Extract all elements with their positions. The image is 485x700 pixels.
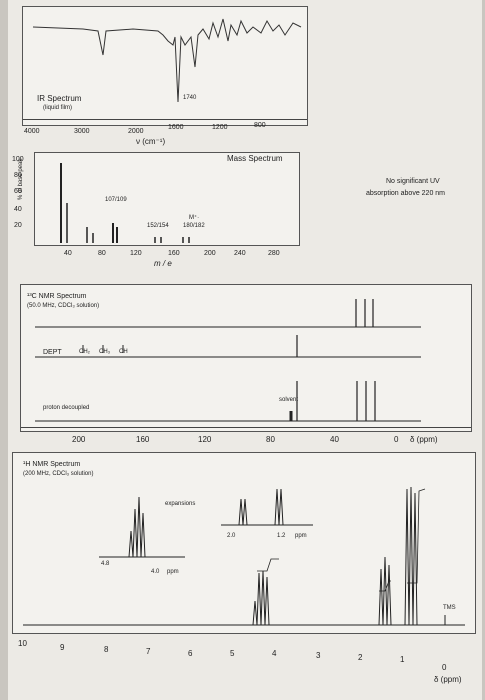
c13-x-axis (21, 427, 471, 428)
ms-label-180: 180/182 (183, 223, 205, 229)
h1-tms-label: TMS (443, 605, 456, 611)
h1-tick-3: 3 (316, 651, 321, 660)
ir-tick-1200: 1200 (212, 124, 228, 131)
ir-tick-800: 800 (254, 122, 266, 129)
h1-nmr-panel: ¹H NMR Spectrum (200 MHz, CDCl₃ solution… (12, 452, 476, 634)
h1-traces (23, 486, 465, 626)
ir-tick-1600: 1600 (168, 124, 184, 131)
c13-tick-200: 200 (72, 435, 86, 444)
c13-tick-160: 160 (136, 435, 150, 444)
uv-note-line2: absorption above 220 nm (366, 190, 445, 197)
ms-ytick-80: 80 (14, 172, 22, 179)
ms-ytick-20: 20 (14, 222, 22, 229)
ir-subtitle: (liquid film) (43, 105, 73, 111)
ir-spectrum-panel: IR Spectrum (liquid film) 1740 (22, 6, 308, 126)
h1-exp1-unit: ppm (167, 569, 179, 575)
ms-ytick-60: 60 (14, 188, 22, 195)
h1-title: ¹H NMR Spectrum (23, 461, 81, 468)
ms-title: Mass Spectrum (227, 154, 283, 163)
h1-subtitle: (200 MHz, CDCl₃ solution) (23, 471, 94, 477)
c13-nmr-panel: ¹³C NMR Spectrum (50.0 MHz, CDCl₃ soluti… (20, 284, 472, 432)
h1-tick-4: 4 (272, 649, 277, 658)
ms-xtick-240: 240 (234, 250, 246, 257)
h1-expansions-label: expansions (165, 501, 196, 507)
ir-x-label: ν (cm⁻¹) (136, 137, 166, 146)
h1-tick-7: 7 (146, 647, 151, 656)
ms-xtick-80: 80 (98, 250, 106, 257)
ir-tick-4000: 4000 (24, 128, 40, 135)
c13-tick-120: 120 (198, 435, 212, 444)
c13-dept-ch3: CH₃ (99, 349, 111, 355)
h1-tick-10: 10 (18, 639, 27, 648)
ms-xtick-280: 280 (268, 250, 280, 257)
ms-xtick-200: 200 (204, 250, 216, 257)
h1-tick-6: 6 (188, 649, 193, 658)
h1-tick-2: 2 (358, 653, 363, 662)
c13-title: ¹³C NMR Spectrum (27, 293, 87, 300)
c13-solvent-label: solvent (279, 397, 299, 403)
c13-tick-0: 0 (394, 435, 399, 444)
ms-label-107: 107/109 (105, 197, 127, 203)
ms-ytick-100: 100 (12, 156, 24, 163)
h1-tick-0: 0 (442, 663, 447, 672)
h1-exp2-tick-1-2: 1.2 (277, 533, 286, 539)
uv-note-line1: No significant UV (386, 178, 440, 185)
ms-label-152: 152/154 (147, 223, 169, 229)
c13-traces (35, 299, 421, 422)
h1-exp1-tick-4-0: 4.0 (151, 569, 160, 575)
ms-x-label: m / e (154, 259, 172, 268)
h1-tick-5: 5 (230, 649, 235, 658)
c13-axis-unit: δ (ppm) (410, 435, 438, 444)
h1-tick-1: 1 (400, 655, 405, 664)
ir-peak-label: 1740 (183, 95, 197, 101)
ms-xtick-120: 120 (130, 250, 142, 257)
ms-ytick-40: 40 (14, 206, 22, 213)
c13-dept-label: DEPT (43, 349, 62, 356)
h1-exp2-unit: ppm (295, 533, 307, 539)
ms-xtick-160: 160 (168, 250, 180, 257)
ir-title: IR Spectrum (37, 94, 82, 103)
mass-spectrum-panel: Mass Spectrum 107/109 152/154 M⁺· 180/18… (34, 152, 300, 246)
ms-peaks (60, 163, 190, 243)
c13-proton-decoupled: proton decoupled (43, 405, 90, 411)
ir-x-axis (23, 119, 307, 120)
spectra-sheet: IR Spectrum (liquid film) 1740 4000 3000… (8, 0, 482, 700)
c13-subtitle: (50.0 MHz, CDCl₃ solution) (27, 303, 100, 309)
h1-tick-9: 9 (60, 643, 65, 652)
h1-axis-unit: δ (ppm) (434, 675, 462, 684)
h1-tick-8: 8 (104, 645, 109, 654)
ir-trace (32, 18, 302, 103)
c13-tick-80: 80 (266, 435, 275, 444)
h1-exp2-tick-2-0: 2.0 (227, 533, 236, 539)
ms-xtick-40: 40 (64, 250, 72, 257)
c13-tick-40: 40 (330, 435, 339, 444)
ms-label-mplus: M⁺· (189, 215, 200, 221)
h1-exp1-tick-4-8: 4.8 (101, 561, 110, 567)
ir-tick-3000: 3000 (74, 128, 90, 135)
ir-tick-2000: 2000 (128, 128, 144, 135)
c13-dept-ch2: CH₂ (79, 349, 90, 355)
